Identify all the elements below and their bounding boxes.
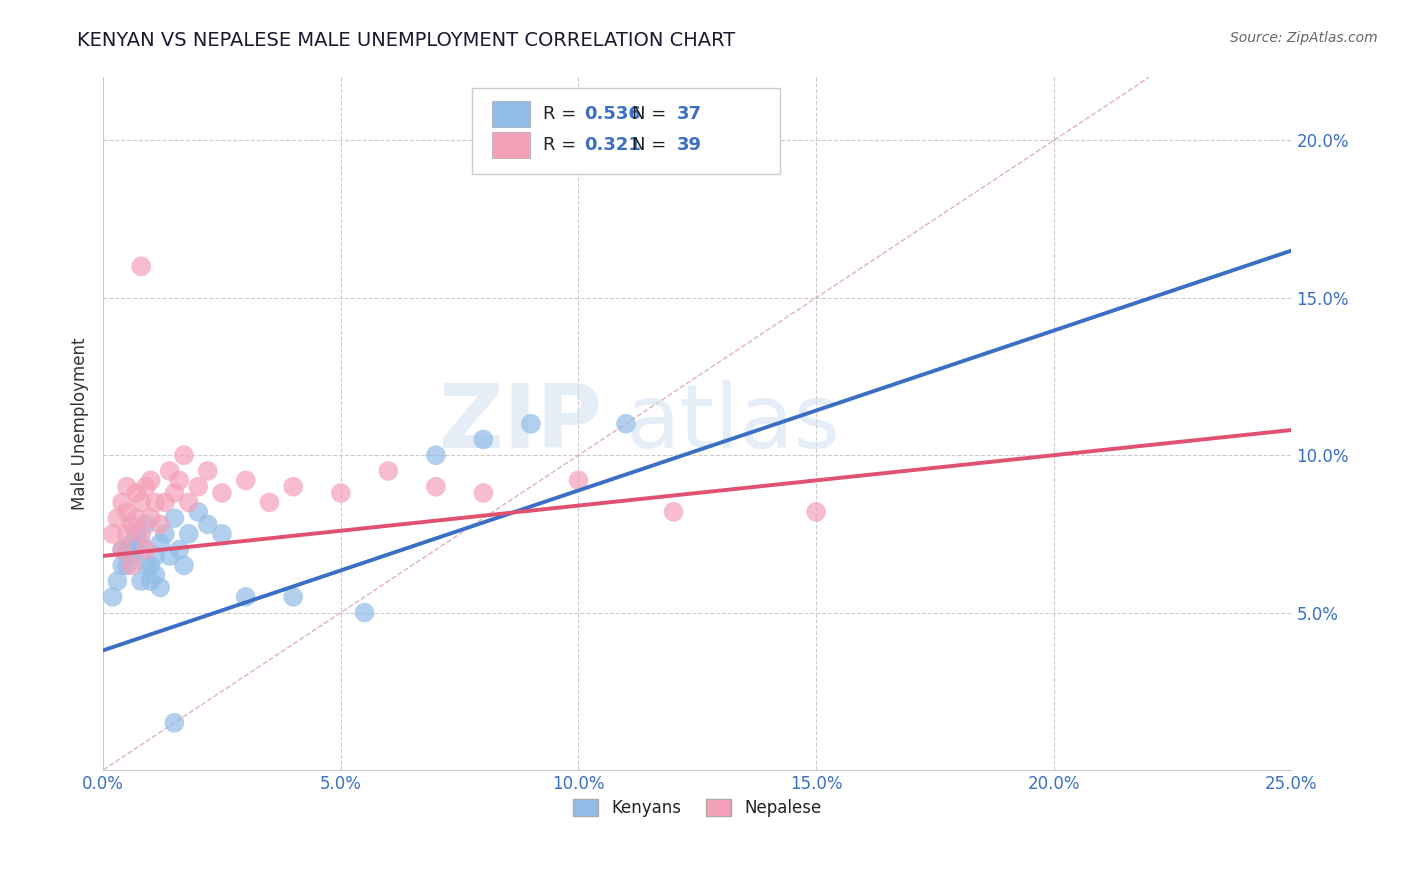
Point — [163, 715, 186, 730]
Point — [472, 486, 495, 500]
Point — [173, 558, 195, 573]
Point — [139, 558, 162, 573]
Text: ZIP: ZIP — [440, 380, 602, 467]
Point — [211, 486, 233, 500]
Point — [139, 474, 162, 488]
Point — [135, 542, 157, 557]
Point — [115, 505, 138, 519]
Y-axis label: Male Unemployment: Male Unemployment — [72, 337, 89, 510]
Point — [111, 558, 134, 573]
Point — [125, 542, 148, 557]
Text: Source: ZipAtlas.com: Source: ZipAtlas.com — [1230, 31, 1378, 45]
Point — [115, 527, 138, 541]
Point — [121, 517, 143, 532]
Point — [129, 536, 152, 550]
Point — [163, 511, 186, 525]
Text: R =: R = — [543, 105, 582, 123]
Point — [111, 542, 134, 557]
Text: 37: 37 — [678, 105, 702, 123]
Text: 39: 39 — [678, 136, 702, 154]
Point — [121, 558, 143, 573]
Point — [614, 417, 637, 431]
Point — [129, 527, 152, 541]
Point — [187, 505, 209, 519]
Point — [153, 527, 176, 541]
Point — [115, 542, 138, 557]
Point — [804, 505, 827, 519]
Point — [259, 495, 281, 509]
Bar — [492, 101, 530, 128]
Text: N =: N = — [631, 136, 672, 154]
Text: 0.321: 0.321 — [585, 136, 641, 154]
Point — [283, 590, 305, 604]
Point — [111, 495, 134, 509]
Point — [472, 433, 495, 447]
Point — [173, 448, 195, 462]
Point — [139, 574, 162, 588]
Point — [177, 495, 200, 509]
Point — [425, 480, 447, 494]
Point — [129, 260, 152, 274]
Point — [167, 542, 190, 557]
Point — [145, 549, 167, 563]
Point — [129, 574, 152, 588]
Point — [139, 511, 162, 525]
Text: 0.536: 0.536 — [585, 105, 641, 123]
FancyBboxPatch shape — [471, 87, 780, 175]
Point — [135, 558, 157, 573]
Point — [197, 464, 219, 478]
Point — [567, 474, 589, 488]
Text: atlas: atlas — [626, 380, 841, 467]
Text: KENYAN VS NEPALESE MALE UNEMPLOYMENT CORRELATION CHART: KENYAN VS NEPALESE MALE UNEMPLOYMENT COR… — [77, 31, 735, 50]
Point — [129, 495, 152, 509]
Point — [101, 527, 124, 541]
Point — [187, 480, 209, 494]
Legend: Kenyans, Nepalese: Kenyans, Nepalese — [567, 792, 828, 824]
Point — [329, 486, 352, 500]
Point — [125, 511, 148, 525]
Point — [111, 542, 134, 557]
Point — [163, 486, 186, 500]
Point — [145, 495, 167, 509]
Point — [167, 474, 190, 488]
Point — [121, 549, 143, 563]
Point — [177, 527, 200, 541]
Point — [115, 558, 138, 573]
Point — [520, 417, 543, 431]
Point — [149, 517, 172, 532]
Point — [145, 567, 167, 582]
Point — [353, 606, 375, 620]
Point — [662, 505, 685, 519]
Point — [235, 474, 257, 488]
Point — [197, 517, 219, 532]
Point — [135, 517, 157, 532]
Point — [105, 511, 128, 525]
Point — [159, 549, 181, 563]
Point — [149, 581, 172, 595]
Point — [283, 480, 305, 494]
Point — [121, 536, 143, 550]
Point — [149, 536, 172, 550]
Point — [425, 448, 447, 462]
Point — [115, 480, 138, 494]
Point — [153, 495, 176, 509]
Point — [105, 574, 128, 588]
Bar — [492, 132, 530, 159]
Point — [235, 590, 257, 604]
Point — [101, 590, 124, 604]
Text: N =: N = — [631, 105, 672, 123]
Point — [377, 464, 399, 478]
Point — [211, 527, 233, 541]
Point — [135, 480, 157, 494]
Point — [125, 527, 148, 541]
Point — [159, 464, 181, 478]
Point — [125, 486, 148, 500]
Text: R =: R = — [543, 136, 582, 154]
